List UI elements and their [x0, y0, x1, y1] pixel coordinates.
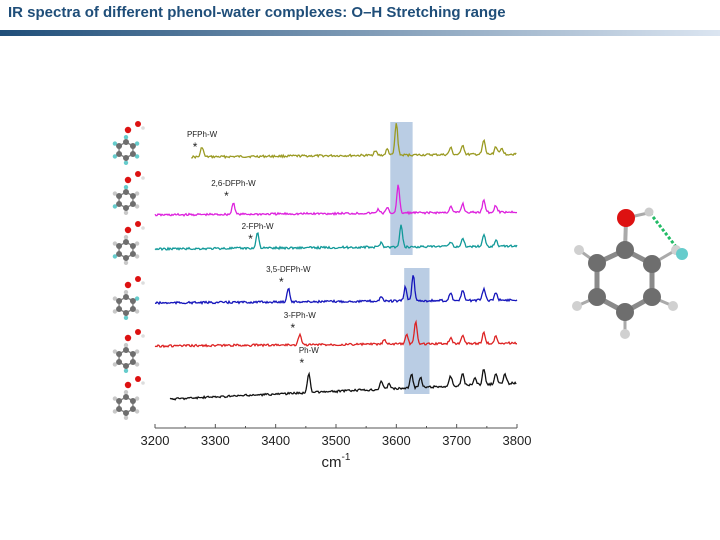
- trace-3-5-dfph-w: [154, 275, 518, 306]
- trace-pfph-w: [191, 123, 517, 160]
- carbon-atom: [643, 255, 661, 273]
- oxygen-atom: [617, 209, 635, 227]
- peak-marker-star: *: [248, 232, 253, 246]
- water-atom: [676, 248, 688, 260]
- highlight-bands: [390, 122, 430, 394]
- trace-label-3-fph-w: 3-FPh-W: [284, 311, 316, 320]
- peak-marker-star: *: [290, 321, 295, 335]
- x-tick-label: 3800: [503, 433, 532, 448]
- carbon-atom: [588, 254, 606, 272]
- trace-label-3-5-dfph-w: 3,5-DFPh-W: [266, 265, 311, 274]
- hydroxyl-hydrogen-atom: [644, 207, 654, 217]
- highlight-band-upper: [390, 122, 413, 255]
- trace-label-2-fph-w: 2-FPh-W: [242, 222, 274, 231]
- x-tick-label: 3600: [382, 433, 411, 448]
- trace-label-pfph-w: PFPh-W: [187, 130, 218, 139]
- x-tick-label: 3400: [261, 433, 290, 448]
- hydrogen-atom: [572, 301, 582, 311]
- trace-2-fph-w: [154, 224, 518, 251]
- hydrogen-atom: [574, 245, 584, 255]
- peak-marker-star: *: [279, 275, 284, 289]
- title-bar: [0, 30, 720, 36]
- peak-marker-star: *: [193, 140, 198, 154]
- carbon-atom: [588, 288, 606, 306]
- molecule-icon: [112, 329, 145, 373]
- x-axis-label: cm-1: [322, 452, 351, 471]
- trace-label-2-6-dfph-w: 2,6-DFPh-W: [211, 179, 256, 188]
- x-tick-label: 3700: [442, 433, 471, 448]
- trace-ph-w: [169, 369, 517, 401]
- peak-marker-star: *: [224, 189, 229, 203]
- molecule-icon: [112, 376, 145, 420]
- hydrogen-atom: [668, 301, 678, 311]
- trace-label-ph-w: Ph-W: [299, 346, 319, 355]
- carbon-atom: [616, 303, 634, 321]
- molecule-icon: [112, 171, 145, 215]
- x-axis-label-main: cm: [322, 454, 342, 471]
- x-tick-label: 3500: [322, 433, 351, 448]
- molecule-column: [112, 121, 145, 420]
- spectra-traces: [154, 123, 518, 401]
- trace-3-fph-w: [154, 319, 518, 349]
- trace-2-6-dfph-w: [154, 184, 518, 217]
- molecule-icon: [112, 121, 145, 165]
- trace-labels: PFPh-W*2,6-DFPh-W*2-FPh-W*3,5-DFPh-W*3-F…: [187, 130, 319, 370]
- carbon-atom: [643, 288, 661, 306]
- x-axis-label-superscript: -1: [342, 452, 351, 463]
- x-tick-label: 3200: [141, 433, 170, 448]
- molecule-icon: [112, 276, 145, 320]
- peak-marker-star: *: [300, 356, 305, 370]
- phenol-water-structure: [572, 207, 688, 339]
- x-axis: 3200 3300 3400 3500 3600 3700 3800: [141, 424, 532, 448]
- carbon-atom: [616, 241, 634, 259]
- molecule-icon: [112, 221, 145, 265]
- hydrogen-atom: [620, 329, 630, 339]
- x-tick-label: 3300: [201, 433, 230, 448]
- slide-title: IR spectra of different phenol-water com…: [8, 4, 506, 21]
